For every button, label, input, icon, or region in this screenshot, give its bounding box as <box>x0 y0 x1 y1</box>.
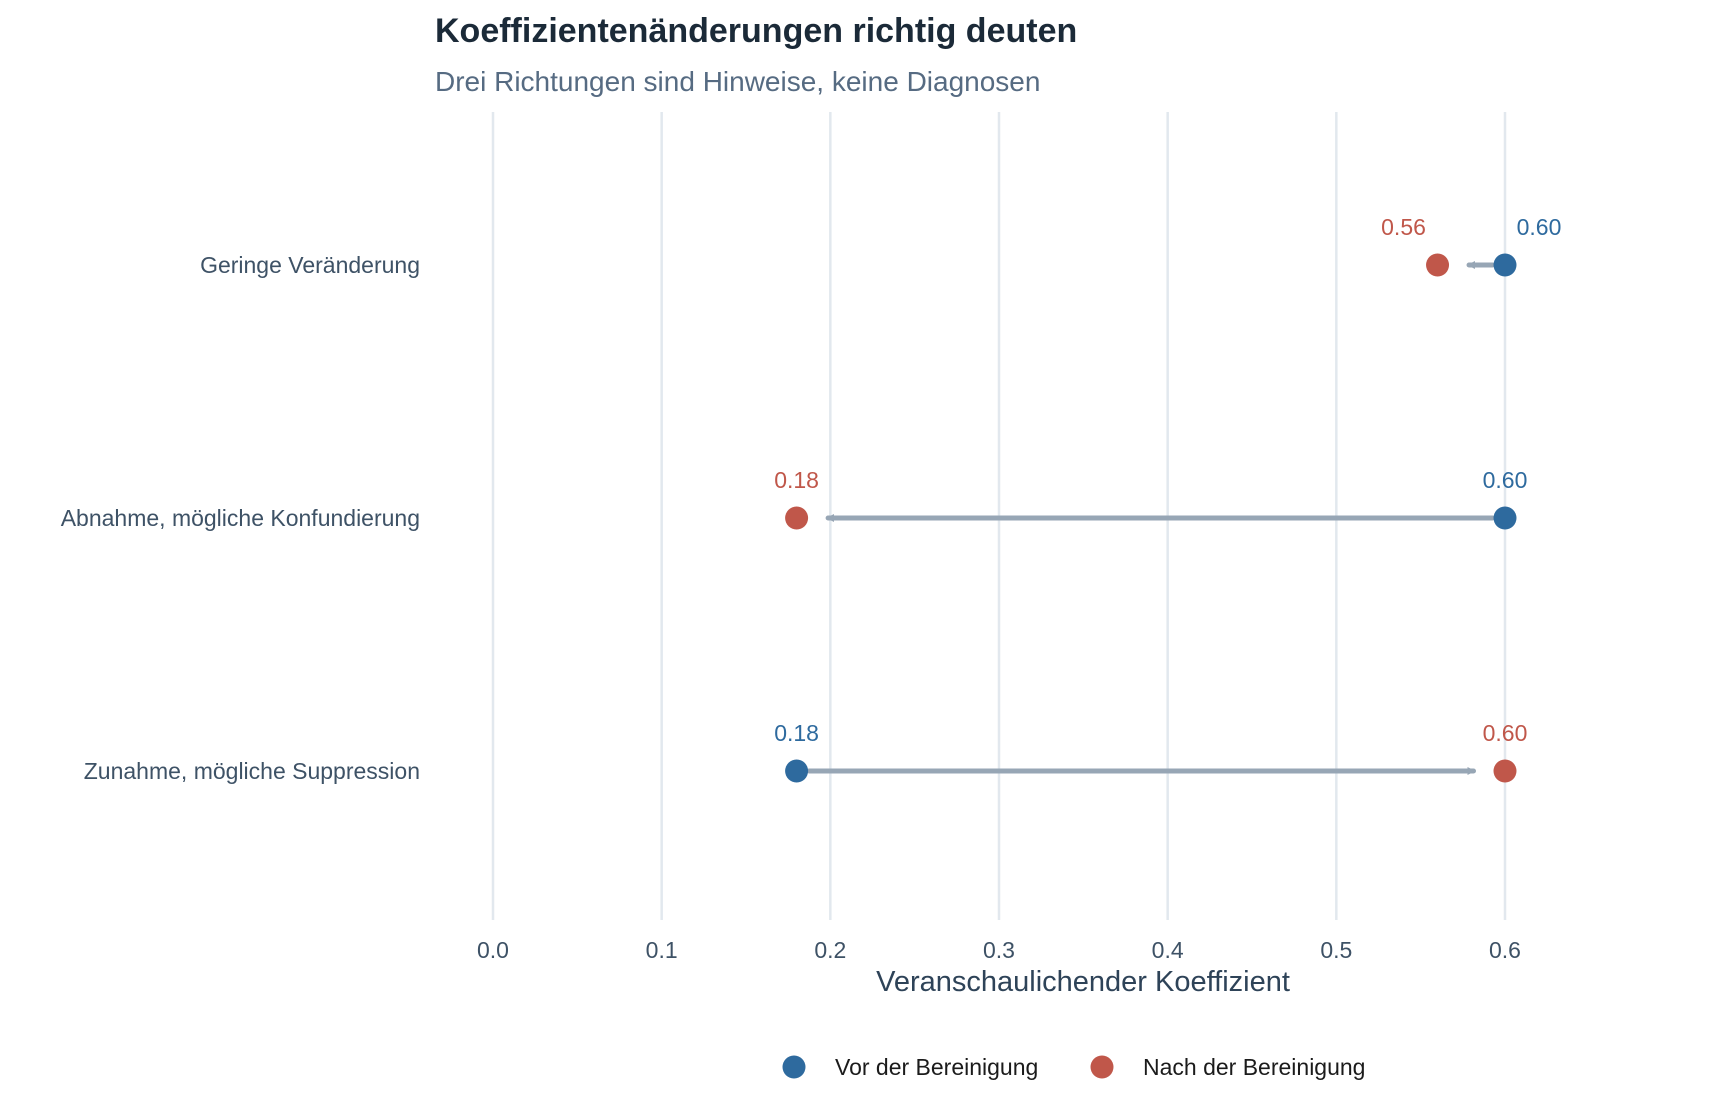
value-label-after: 0.56 <box>1381 214 1426 240</box>
x-axis-ticks: 0.0 0.1 0.2 0.3 0.4 0.5 0.6 <box>477 937 1521 963</box>
point-after <box>785 506 809 530</box>
y-axis-categories: Geringe Veränderung Abnahme, mögliche Kon… <box>61 252 420 784</box>
chart-subtitle: Drei Richtungen sind Hinweise, keine Dia… <box>435 66 1040 97</box>
x-tick-label: 0.0 <box>477 937 509 963</box>
value-label-before: 0.18 <box>774 720 819 746</box>
point-before <box>785 759 809 783</box>
category-label: Zunahme, mögliche Suppression <box>84 758 420 784</box>
x-axis-title: Veranschaulichender Koeffizient <box>876 966 1290 998</box>
chart-title: Koeffizientenänderungen richtig deuten <box>435 12 1077 50</box>
data-marks: 0.60 0.56 0.60 0.18 0.18 0.60 <box>774 214 1561 783</box>
legend-label-before: Vor der Bereinigung <box>835 1054 1038 1080</box>
x-tick-label: 0.1 <box>646 937 678 963</box>
category-label: Abnahme, mögliche Konfundierung <box>61 505 420 531</box>
point-before <box>1493 506 1517 530</box>
x-tick-label: 0.5 <box>1320 937 1352 963</box>
x-tick-label: 0.4 <box>1152 937 1184 963</box>
category-label: Geringe Veränderung <box>200 252 420 278</box>
legend-swatch-before <box>782 1055 806 1079</box>
value-label-after: 0.18 <box>774 467 819 493</box>
point-after <box>1493 759 1517 783</box>
value-label-before: 0.60 <box>1483 467 1528 493</box>
point-before <box>1493 253 1517 277</box>
x-tick-label: 0.2 <box>814 937 846 963</box>
x-tick-label: 0.3 <box>983 937 1015 963</box>
value-label-before: 0.60 <box>1517 214 1562 240</box>
point-after <box>1426 253 1450 277</box>
value-label-after: 0.60 <box>1483 720 1528 746</box>
legend-swatch-after <box>1090 1055 1114 1079</box>
legend: Vor der Bereinigung Nach der Bereinigung <box>782 1054 1365 1080</box>
x-tick-label: 0.6 <box>1489 937 1521 963</box>
legend-label-after: Nach der Bereinigung <box>1143 1054 1365 1080</box>
